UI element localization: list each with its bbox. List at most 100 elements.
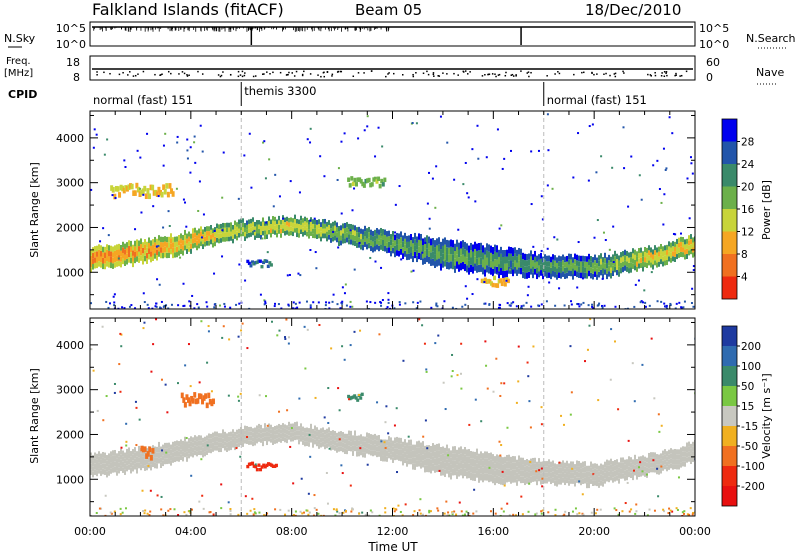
power-band-cell [486, 250, 488, 258]
vel-band-cell [134, 447, 136, 453]
y-tick-label: 1000 [56, 473, 84, 486]
power-band-cell [492, 254, 494, 262]
power-band-cell [462, 247, 464, 255]
power-band-cell [358, 232, 360, 238]
power-band-cell [448, 247, 450, 255]
vel-band-cell [184, 452, 186, 458]
power-patch-cell [359, 179, 363, 184]
power-scatter-point [186, 157, 189, 160]
power-band-cell [566, 267, 568, 273]
vel-band-cell [276, 425, 278, 430]
vel-band-cell [252, 441, 254, 447]
vel-band-cell [126, 460, 128, 466]
vel-scatter-point [499, 394, 502, 397]
vel-scatter-point [95, 511, 98, 514]
nave-dot [352, 75, 355, 78]
vel-band-cell [234, 445, 236, 451]
power-band-cell [330, 223, 332, 229]
power-scatter-point [546, 113, 549, 116]
power-band-cell [552, 259, 554, 266]
vel-band-cell [156, 457, 158, 464]
power-band-cell [326, 236, 328, 242]
vel-near-range-point [617, 513, 620, 516]
vel-near-range-point [113, 510, 116, 513]
power-band-cell [628, 252, 630, 258]
power-band-cell [596, 257, 598, 264]
power-band-cell [142, 247, 144, 254]
power-band-cell [674, 256, 676, 263]
vel-scatter-point [434, 342, 437, 345]
vel-band-cell [192, 442, 194, 448]
power-band-cell [164, 252, 166, 258]
power-band-cell [534, 268, 536, 275]
power-band-cell [508, 253, 510, 261]
power-band-cell [124, 254, 126, 261]
power-band-cell [602, 273, 604, 280]
vel-near-range-point [582, 513, 585, 516]
power-band-cell [312, 233, 314, 239]
vel-band-cell [636, 469, 638, 475]
vel-band-cell [562, 460, 564, 466]
vel-band-cell [648, 457, 650, 464]
power-band-cell [604, 269, 606, 275]
power-band-cell [560, 273, 562, 279]
power-band-cell [94, 246, 96, 252]
power-band-cell [166, 242, 168, 248]
power-scatter-point [319, 155, 322, 158]
nave-dot [317, 74, 319, 76]
vel-band-cell [428, 445, 430, 452]
power-near-range-point [380, 304, 383, 307]
vel-near-range-point [378, 514, 381, 516]
freq-tick-bottom: 8 [73, 71, 80, 84]
power-band-cell [456, 261, 458, 269]
power-band-cell [656, 252, 658, 258]
power-band-cell [396, 238, 398, 245]
power-band-cell [252, 226, 254, 231]
power-band-cell [402, 241, 404, 248]
power-band-cell [90, 255, 92, 262]
vel-band-cell [188, 443, 190, 449]
power-band-cell [572, 257, 574, 263]
power-band-cell [620, 262, 622, 269]
power-band-cell [548, 272, 550, 278]
vel-band-cell [250, 426, 252, 432]
vel-scatter-point [220, 483, 223, 486]
vel-near-range-point [574, 507, 577, 510]
vel-band-cell [266, 427, 268, 432]
vel-band-cell [466, 463, 468, 472]
power-patch-cell [493, 275, 497, 281]
nave-dot [515, 74, 517, 76]
vel-patch-cell [249, 462, 253, 466]
power-band-cell [504, 256, 506, 264]
power-band-cell [338, 226, 340, 232]
nave-dot [241, 75, 244, 78]
power-band-cell [344, 228, 346, 234]
vel-band-cell [666, 466, 668, 472]
vel-band-cell [430, 459, 432, 467]
power-near-range-point [680, 306, 683, 309]
vel-band-cell [246, 439, 248, 444]
vel-scatter-point [540, 423, 543, 426]
vel-band-cell [316, 427, 318, 432]
vel-near-range-point [446, 514, 449, 516]
power-band-cell [570, 253, 572, 260]
vel-scatter-point [359, 447, 362, 450]
power-band-cell [628, 262, 630, 269]
power-band-cell [474, 256, 476, 264]
power-band-cell [394, 240, 396, 246]
power-band-cell [582, 266, 584, 273]
vel-band-cell [318, 434, 320, 440]
vel-near-range-point [98, 507, 101, 510]
nave-dot [469, 71, 471, 73]
power-band-cell [634, 265, 636, 271]
vel-near-range-point [229, 513, 232, 516]
power-band-cell [102, 263, 104, 270]
vel-band-cell [624, 459, 626, 465]
power-band-cell [188, 236, 190, 242]
power-band-cell [134, 240, 136, 247]
cpid-segment-label: normal (fast) 151 [547, 93, 647, 107]
vel-band-cell [474, 459, 476, 467]
power-band-cell [284, 231, 286, 236]
power-band-cell [222, 237, 224, 242]
power-band-cell [560, 261, 562, 268]
